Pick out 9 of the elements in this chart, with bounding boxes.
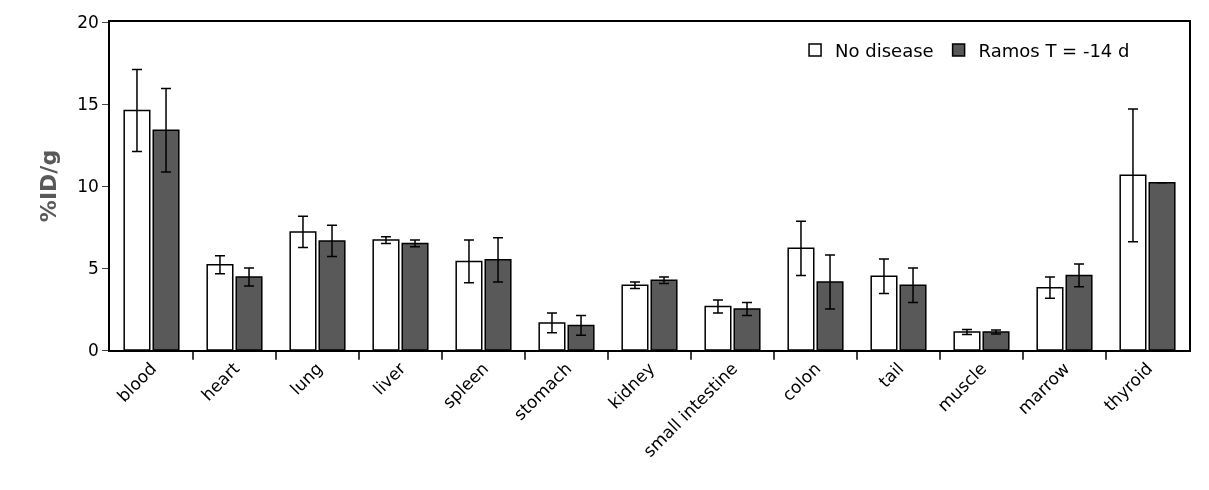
y-axis-title: %ID/g	[35, 149, 61, 223]
y-tick-label: 15	[77, 93, 99, 114]
y-tick-label: 10	[77, 175, 99, 196]
legend-label: No disease	[835, 40, 934, 62]
y-tick-label: 5	[88, 257, 99, 278]
x-tick-label: tail	[874, 358, 908, 392]
y-tick-label: 20	[77, 11, 99, 32]
y-tick-label: 0	[88, 339, 99, 360]
legend-label: Ramos T = -14 d	[978, 40, 1130, 62]
